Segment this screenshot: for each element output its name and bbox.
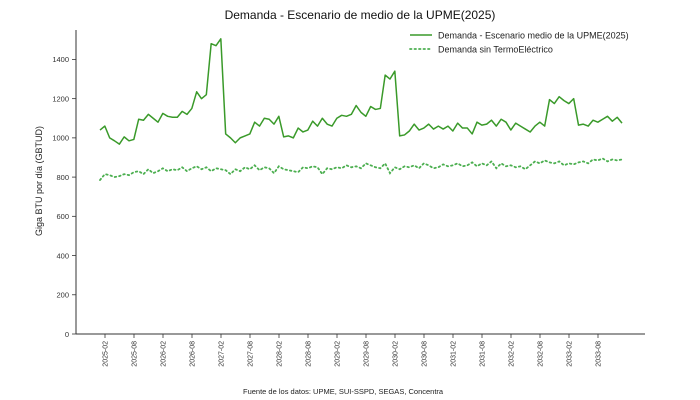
x-tick-label: 2032-02 [509,341,516,367]
x-tick-label: 2032-08 [538,341,545,367]
x-tick-label: 2026-02 [161,341,168,367]
y-tick-label: 400 [56,251,69,260]
y-tick-label: 200 [56,291,69,300]
x-tick-label: 2025-08 [132,341,139,367]
y-tick-label: 800 [56,173,69,182]
y-axis-ticks: 0 200 400 600 800 1000 1200 1400 [52,55,76,339]
series-line-sin-termoelectrico [99,157,623,181]
y-tick-label: 1400 [52,55,69,64]
y-axis-label: Giga BTU por día (GBTUD) [34,126,44,236]
chart-title: Demanda - Escenario de medio de la UPME(… [225,8,496,22]
legend: Demanda - Escenario medio de la UPME(202… [409,31,629,55]
legend-label-sin-termoelectrico: Demanda sin TermoEléctrico [438,45,553,55]
x-tick-label: 2030-08 [422,341,429,367]
source-note: Fuente de los datos: UPME, SUI-SSPD, SEG… [243,387,444,396]
x-tick-label: 2033-02 [567,341,574,367]
x-tick-label: 2029-02 [335,341,342,367]
x-tick-label: 2031-08 [480,341,487,367]
x-tick-label: 2028-02 [277,341,284,367]
x-tick-label: 2025-02 [103,341,110,367]
y-tick-label: 1000 [52,134,69,143]
series-layer [99,38,623,181]
x-tick-label: 2027-02 [219,341,226,367]
x-tick-label: 2028-08 [306,341,313,367]
x-tick-label: 2029-08 [364,341,371,367]
y-tick-label: 600 [56,212,69,221]
y-tick-label: 0 [65,330,69,339]
x-tick-label: 2033-08 [596,341,603,367]
x-tick-label: 2027-08 [248,341,255,367]
legend-label-demanda: Demanda - Escenario medio de la UPME(202… [438,31,629,41]
x-tick-label: 2026-08 [190,341,197,367]
series-line-demanda [99,38,623,145]
x-tick-label: 2031-02 [451,341,458,367]
y-tick-label: 1200 [52,94,69,103]
x-tick-label: 2030-02 [393,341,400,367]
x-axis-ticks: 2025-02 2025-08 2026-02 2026-08 2027-02 2027-… [103,334,603,367]
